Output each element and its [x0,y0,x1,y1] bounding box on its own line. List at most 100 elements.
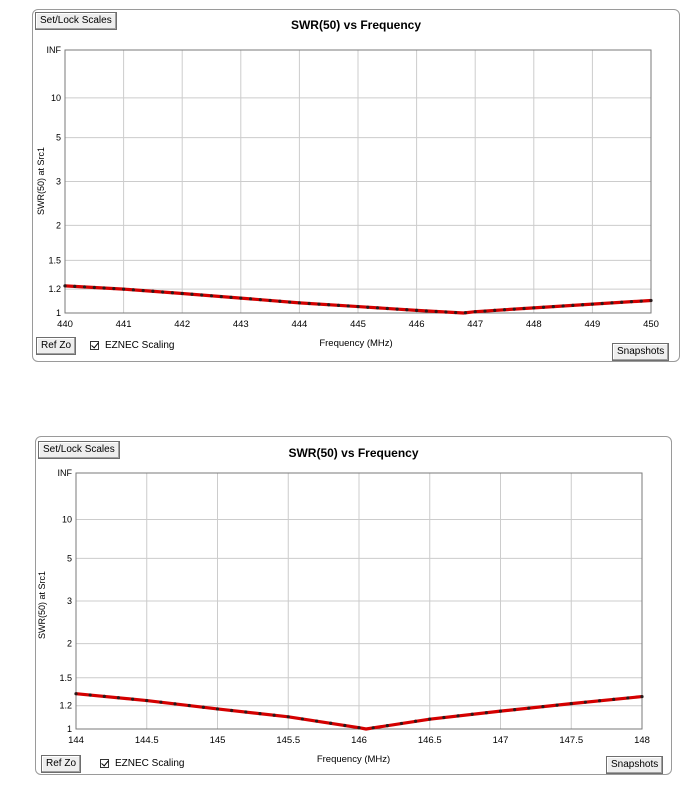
data-point [610,301,614,305]
data-point [288,300,292,304]
data-point [424,309,428,313]
chart-title: SWR(50) vs Frequency [290,18,422,32]
x-tick-label: 443 [233,319,249,330]
snapshots-button[interactable]: Snapshots [606,756,664,774]
data-point [88,693,92,697]
data-point [512,307,516,311]
eznec-scaling-checkbox[interactable]: EZNEC Scaling [90,340,174,351]
data-point [314,719,319,723]
data-point [258,298,262,302]
y-tick-label: 2 [56,220,61,230]
y-tick-label: INF [58,468,73,478]
plot-frame [64,49,652,314]
data-point [63,284,67,288]
set-lock-scales-button[interactable]: Set/Lock Scales [38,441,120,459]
data-point [201,705,205,709]
data-point [122,287,126,291]
data-point [600,301,604,306]
data-point [327,303,331,307]
ref-zo-button[interactable]: Ref Zo [36,337,77,355]
chart-plot-1: 440 441 442 443 444 445 446 447 448 449 450 1 1.2 1.5… [47,45,659,330]
data-point [161,290,165,294]
data-point [229,295,233,299]
swr-series-line [75,692,643,731]
x-tick-label: 444 [291,319,307,330]
data-point [527,706,531,710]
data-point [415,308,419,312]
data-point [385,724,389,728]
data-point [375,306,380,310]
x-tick-label: 145.5 [276,735,300,746]
data-point [268,298,272,303]
data-point [612,697,616,701]
data-point [513,707,517,712]
data-point [640,694,644,699]
set-lock-scales-button[interactable]: Set/Lock Scales [35,12,117,30]
x-tick-label: 447 [467,319,483,330]
ref-zo-button[interactable]: Ref Zo [41,755,82,773]
data-point [209,294,214,298]
data-point [405,308,409,312]
eznec-scaling-label: EZNEC Scaling [115,758,185,769]
data-point [522,306,526,311]
x-tick-label: 446 [409,319,425,330]
data-point [74,692,78,696]
x-tick-label: 450 [643,319,659,330]
data-point [116,696,121,700]
x-tick-label: 449 [584,319,600,330]
data-point [498,709,503,713]
checkbox-check-icon[interactable] [90,341,99,350]
data-point [541,305,546,309]
data-point [442,715,446,720]
data-point [399,721,404,726]
data-point [444,310,448,314]
data-point [356,304,360,309]
data-point [190,292,194,296]
data-point [620,300,624,304]
data-point [102,694,106,698]
data-point [583,700,588,704]
data-point [493,308,497,312]
y-tick-label: 3 [67,596,72,606]
data-point [151,289,155,293]
data-point [541,704,545,709]
data-point [434,309,438,314]
x-tick-label: 440 [57,319,73,330]
y-tick-label: 10 [62,515,72,525]
x-axis-label: Frequency (MHz) [319,338,393,349]
data-point [581,303,585,307]
data-point [590,302,595,306]
data-point [73,284,77,289]
data-point [239,296,243,300]
data-point [244,710,248,714]
y-tick-label: 5 [56,133,61,143]
snapshots-button[interactable]: Snapshots [612,343,670,361]
y-tick-label: 2 [67,639,72,649]
y-tick-label: 1.5 [59,673,72,683]
data-point [141,288,145,293]
eznec-scaling-checkbox[interactable]: EZNEC Scaling [100,758,184,769]
data-point [571,303,575,307]
chart-panel-1: Set/Lock Scales SWR(50) vs Frequency SWR… [32,9,680,362]
data-point [385,306,389,311]
data-point [346,304,350,308]
data-point [343,723,347,728]
checkbox-check-icon[interactable] [100,759,109,768]
data-point [92,285,96,290]
x-tick-label: 146 [351,735,367,746]
y-tick-label: 5 [67,553,72,563]
data-point [484,711,488,715]
data-point [483,309,487,313]
data-point [297,301,301,305]
data-point [629,300,634,304]
data-point [102,286,106,290]
chart-panel-2: Set/Lock Scales SWR(50) vs Frequency SWR… [35,436,672,775]
data-point [532,306,536,310]
data-point [463,311,468,315]
data-point [502,308,507,312]
chart-plot-2: 144 144.5 145 145.5 146 146.5 147 147.5 148 1 1.2 1… [58,468,650,746]
data-point [200,293,204,297]
y-tick-label: 1 [56,308,61,318]
data-point [131,697,135,701]
y-tick-label: INF [47,45,62,55]
